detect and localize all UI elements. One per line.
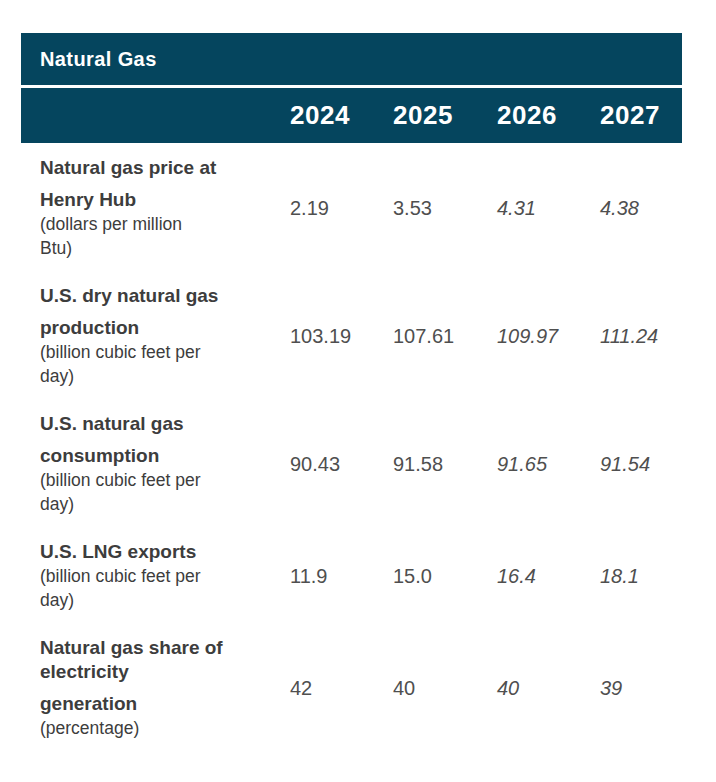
table-row: U.S. LNG exports(billion cubic feet perd… — [40, 540, 682, 612]
row-label-unit-line: (percentage) — [40, 716, 276, 740]
value-2024: 42 — [290, 677, 393, 700]
value-2025: 107.61 — [393, 325, 497, 348]
row-label-unit-line: day) — [40, 492, 276, 516]
table-body: Natural gas price at Henry Hub(dollars pe… — [21, 143, 682, 740]
value-2025: 15.0 — [393, 565, 497, 588]
row-label-name-line: consumption — [40, 444, 276, 468]
row-label: Natural gas price at Henry Hub(dollars pe… — [40, 156, 290, 260]
table-row: U.S. natural gas consumption(billion cubi… — [40, 412, 682, 516]
row-label-unit-line: day) — [40, 364, 276, 388]
value-2026: 40 — [497, 677, 600, 700]
value-2027: 111.24 — [600, 325, 682, 348]
row-label-unit-line: (billion cubic feet per — [40, 340, 276, 364]
row-label: U.S. LNG exports(billion cubic feet perd… — [40, 540, 290, 612]
value-2026: 4.31 — [497, 197, 600, 220]
row-label-unit-line: day) — [40, 588, 276, 612]
row-label-name-line: Natural gas price at — [40, 156, 276, 180]
value-2026: 91.65 — [497, 453, 600, 476]
value-2025: 40 — [393, 677, 497, 700]
row-label-name-line: U.S. LNG exports — [40, 540, 276, 564]
value-2027: 39 — [600, 677, 682, 700]
natural-gas-table: Natural Gas 2024202520262027 Natural gas… — [21, 33, 682, 764]
value-2024: 90.43 — [290, 453, 393, 476]
row-label-name-line: Henry Hub — [40, 188, 276, 212]
year-header-2026: 2026 — [497, 100, 600, 131]
year-header-2027: 2027 — [600, 100, 682, 131]
row-label-name-line: generation — [40, 692, 276, 716]
value-2024: 103.19 — [290, 325, 393, 348]
value-2024: 11.9 — [290, 565, 393, 588]
table-row: Natural gas share ofelectricity generatio… — [40, 636, 682, 740]
row-label-name-line: Natural gas share of — [40, 636, 276, 660]
year-header-2025: 2025 — [393, 100, 497, 131]
row-label: Natural gas share ofelectricity generatio… — [40, 636, 290, 740]
value-2027: 91.54 — [600, 453, 682, 476]
value-2026: 16.4 — [497, 565, 600, 588]
value-2026: 109.97 — [497, 325, 600, 348]
year-header-row: 2024202520262027 — [21, 88, 682, 143]
row-label: U.S. dry natural gas production(billion c… — [40, 284, 290, 388]
table-row: Natural gas price at Henry Hub(dollars pe… — [40, 156, 682, 260]
value-2024: 2.19 — [290, 197, 393, 220]
row-label-unit-line: (dollars per million — [40, 212, 276, 236]
row-label-name-line: U.S. natural gas — [40, 412, 276, 436]
row-label-name-line: U.S. dry natural gas — [40, 284, 276, 308]
row-label-unit-line: (billion cubic feet per — [40, 564, 276, 588]
value-2027: 4.38 — [600, 197, 682, 220]
row-label-name-line: electricity — [40, 660, 276, 684]
table-title: Natural Gas — [40, 48, 157, 71]
row-label-name-line: production — [40, 316, 276, 340]
table-row: U.S. dry natural gas production(billion c… — [40, 284, 682, 388]
value-2025: 3.53 — [393, 197, 497, 220]
row-label: U.S. natural gas consumption(billion cubi… — [40, 412, 290, 516]
year-header-2024: 2024 — [290, 100, 393, 131]
value-2027: 18.1 — [600, 565, 682, 588]
table-title-bar: Natural Gas — [21, 33, 682, 85]
row-label-unit-line: (billion cubic feet per — [40, 468, 276, 492]
value-2025: 91.58 — [393, 453, 497, 476]
page: Natural Gas 2024202520262027 Natural gas… — [0, 0, 716, 782]
row-label-unit-line: Btu) — [40, 236, 276, 260]
